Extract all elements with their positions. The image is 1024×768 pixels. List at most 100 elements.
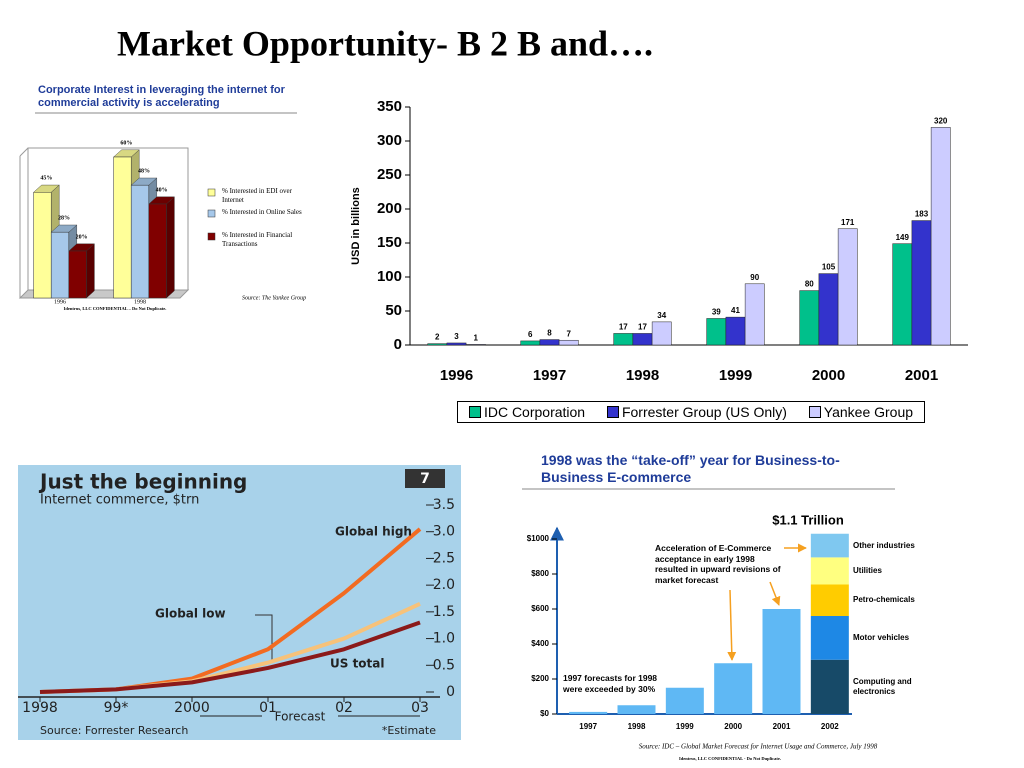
data-label: 183 [915,210,929,219]
legend-swatch [207,188,216,197]
legend-label: Forrester Group (US Only) [621,404,787,420]
data-label: 90 [750,273,759,282]
bar [130,184,150,299]
chart-title: Corporate Interest in leveraging the int… [38,84,285,109]
segment-label: Petro-chemicals [853,595,915,605]
total-label: $1.1 Trillion [772,512,844,527]
y-tick-label: 2.0 [433,577,455,593]
bar [50,231,70,299]
x-tick-label: 2001 [905,367,938,384]
annotation: Acceleration of E-Commerce acceptance in… [655,543,781,585]
bar [569,711,608,714]
x-tick-label: 99* [104,700,129,716]
legend-label: % Interested in Online Sales [222,208,302,216]
bar [837,228,858,346]
segment-label: Motor vehicles [853,632,910,642]
bar [930,127,951,346]
bar-segment [810,616,849,660]
side-wall [19,147,29,157]
data-label: 149 [896,233,910,242]
arrow [727,589,737,661]
bar [465,344,486,346]
bar-segment [810,533,849,558]
legend-swatch [468,406,481,418]
legend-swatch [207,232,216,241]
bar [632,333,653,346]
bar-segment [810,659,849,714]
bar [799,290,820,346]
data-label: 28% [58,216,70,222]
data-label: 60% [120,140,132,146]
bar [706,318,727,346]
legend-swatch [207,209,216,218]
bar [558,339,579,346]
data-label: 6 [528,330,533,339]
data-label: 41 [731,306,740,315]
x-tick-label: 1998 [22,700,58,716]
data-label: 48% [138,169,150,175]
legend-label: Yankee Group [823,404,914,420]
chart-title: Just the beginning [38,470,247,494]
x-tick-label: 2000 [812,367,845,384]
data-label: 8 [547,329,552,338]
bar [744,283,765,346]
data-label: 40% [156,187,168,193]
badge [405,469,445,488]
y-tick-label: 0 [446,684,455,700]
bar [539,339,560,346]
data-label: 1 [473,333,478,342]
confidential-note: Identrus, LLC CONFIDENTIAL - Do Not Dupl… [679,756,781,761]
x-tick-label: 03 [411,700,429,716]
bar [427,343,448,346]
bar [446,342,467,346]
series-label: Global high [335,525,412,539]
y-tick-label: 100 [377,268,402,285]
y-tick-label: $200 [531,674,549,683]
data-label: 2 [435,333,440,342]
bar [762,609,801,714]
x-tick-label: 1997 [533,367,566,384]
annotation: 1997 forecasts for 1998 were exceeded by… [563,673,658,694]
segment-label: Other industries [853,540,915,550]
legend-swatch [606,406,619,418]
source: Source: IDC – Global Market Forecast for… [639,743,878,751]
badge-number: 7 [420,471,430,487]
y-tick-label: 3.5 [433,497,455,513]
data-label: 34 [657,311,666,320]
series-label: Global low [155,607,226,621]
x-tick-label: 1998 [134,299,146,305]
y-tick-label: 0.5 [433,657,455,673]
line [39,620,421,694]
slide-title: Market Opportunity- B 2 B and…. [117,23,653,63]
data-label: 17 [638,323,647,332]
x-tick-label: 2000 [174,700,210,716]
data-label: 7 [566,329,571,338]
y-tick-label: 350 [377,98,402,115]
bar [725,316,746,346]
data-label: 3 [454,332,459,341]
data-label: 45% [40,176,52,182]
bar [911,220,932,346]
data-label: 17 [619,323,628,332]
legend-swatch [808,406,821,418]
source: Source: The Yankee Group [242,295,306,301]
chart-title: 1998 was the “take-off” year for Busines… [541,452,840,485]
segment-label: Computing and electronics [853,676,912,696]
bar-side [166,196,175,299]
y-tick-label: $600 [531,604,549,613]
y-tick-label: 1.5 [433,604,455,620]
arrow [769,581,781,606]
x-tick-label: 1998 [628,722,646,731]
bar-segment [810,557,849,585]
y-tick-label: 1.0 [433,631,455,647]
y-tick-label: 3.0 [433,524,455,540]
source: Source: Forrester Research [40,724,188,737]
data-label: 39 [712,308,721,317]
y-tick-label: $400 [531,639,549,648]
bar [651,321,672,346]
data-label: 171 [841,218,855,227]
bar [148,203,167,299]
y-axis-label: USD in billions [350,187,362,265]
y-tick-label: $1000 [527,534,550,543]
